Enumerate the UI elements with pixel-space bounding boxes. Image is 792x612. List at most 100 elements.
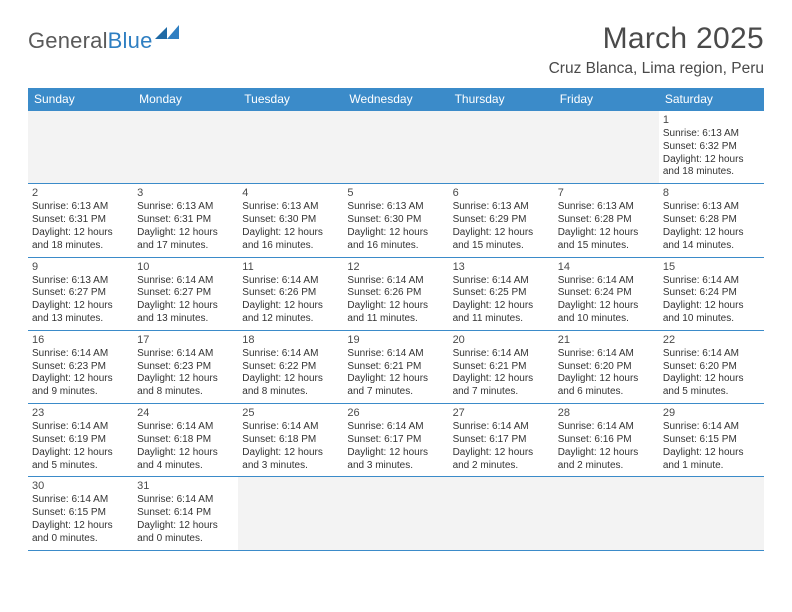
day-number: 11 [242,260,339,274]
daylight2-text: and 6 minutes. [558,386,655,399]
daylight2-text: and 0 minutes. [32,533,129,546]
daylight2-text: and 7 minutes. [453,386,550,399]
sunrise-text: Sunrise: 6:14 AM [558,421,655,434]
daylight1-text: Daylight: 12 hours [663,373,760,386]
daylight1-text: Daylight: 12 hours [32,520,129,533]
sunrise-text: Sunrise: 6:14 AM [242,275,339,288]
day-cell: 6Sunrise: 6:13 AMSunset: 6:29 PMDaylight… [449,184,554,256]
sunrise-text: Sunrise: 6:13 AM [453,201,550,214]
daylight2-text: and 18 minutes. [32,240,129,253]
weekday-thu: Thursday [449,88,554,111]
sunset-text: Sunset: 6:31 PM [32,214,129,227]
day-cell: 5Sunrise: 6:13 AMSunset: 6:30 PMDaylight… [343,184,448,256]
daylight2-text: and 10 minutes. [663,313,760,326]
daylight2-text: and 16 minutes. [347,240,444,253]
daylight1-text: Daylight: 12 hours [347,300,444,313]
sunset-text: Sunset: 6:26 PM [242,287,339,300]
day-number: 14 [558,260,655,274]
daylight2-text: and 5 minutes. [32,460,129,473]
day-cell: 31Sunrise: 6:14 AMSunset: 6:14 PMDayligh… [133,477,238,549]
daylight1-text: Daylight: 12 hours [32,300,129,313]
day-number: 19 [347,333,444,347]
day-cell: 13Sunrise: 6:14 AMSunset: 6:25 PMDayligh… [449,258,554,330]
daylight2-text: and 2 minutes. [453,460,550,473]
daylight1-text: Daylight: 12 hours [347,373,444,386]
sunset-text: Sunset: 6:26 PM [347,287,444,300]
brand-text: GeneralBlue [28,28,153,54]
brand-logo: GeneralBlue [28,22,181,54]
title-block: March 2025 Cruz Blanca, Lima region, Per… [549,22,764,78]
sunrise-text: Sunrise: 6:14 AM [347,421,444,434]
sunset-text: Sunset: 6:24 PM [558,287,655,300]
sunrise-text: Sunrise: 6:14 AM [558,348,655,361]
day-number: 13 [453,260,550,274]
day-cell: 16Sunrise: 6:14 AMSunset: 6:23 PMDayligh… [28,331,133,403]
sunset-text: Sunset: 6:25 PM [453,287,550,300]
daylight2-text: and 12 minutes. [242,313,339,326]
daylight1-text: Daylight: 12 hours [558,373,655,386]
week-row: 9Sunrise: 6:13 AMSunset: 6:27 PMDaylight… [28,258,764,331]
day-cell: 22Sunrise: 6:14 AMSunset: 6:20 PMDayligh… [659,331,764,403]
sunset-text: Sunset: 6:31 PM [137,214,234,227]
sunset-text: Sunset: 6:27 PM [32,287,129,300]
day-number: 21 [558,333,655,347]
sunrise-text: Sunrise: 6:14 AM [137,494,234,507]
day-cell: 7Sunrise: 6:13 AMSunset: 6:28 PMDaylight… [554,184,659,256]
brand-word-2: Blue [108,28,153,53]
daylight2-text: and 15 minutes. [453,240,550,253]
day-number: 7 [558,186,655,200]
day-cell: 17Sunrise: 6:14 AMSunset: 6:23 PMDayligh… [133,331,238,403]
week-row: 30Sunrise: 6:14 AMSunset: 6:15 PMDayligh… [28,477,764,550]
daylight2-text: and 4 minutes. [137,460,234,473]
sunrise-text: Sunrise: 6:14 AM [453,348,550,361]
day-cell: 12Sunrise: 6:14 AMSunset: 6:26 PMDayligh… [343,258,448,330]
daylight1-text: Daylight: 12 hours [137,447,234,460]
weekday-header: Sunday Monday Tuesday Wednesday Thursday… [28,88,764,111]
day-cell: 19Sunrise: 6:14 AMSunset: 6:21 PMDayligh… [343,331,448,403]
day-number: 26 [347,406,444,420]
daylight2-text: and 9 minutes. [32,386,129,399]
day-cell: 11Sunrise: 6:14 AMSunset: 6:26 PMDayligh… [238,258,343,330]
day-number: 28 [558,406,655,420]
daylight2-text: and 8 minutes. [137,386,234,399]
sunset-text: Sunset: 6:24 PM [663,287,760,300]
weekday-tue: Tuesday [238,88,343,111]
day-number: 24 [137,406,234,420]
day-cell: 10Sunrise: 6:14 AMSunset: 6:27 PMDayligh… [133,258,238,330]
sunset-text: Sunset: 6:22 PM [242,361,339,374]
day-cell: 15Sunrise: 6:14 AMSunset: 6:24 PMDayligh… [659,258,764,330]
empty-cell [28,111,133,183]
day-cell: 14Sunrise: 6:14 AMSunset: 6:24 PMDayligh… [554,258,659,330]
daylight1-text: Daylight: 12 hours [347,227,444,240]
sunrise-text: Sunrise: 6:13 AM [32,275,129,288]
day-cell: 3Sunrise: 6:13 AMSunset: 6:31 PMDaylight… [133,184,238,256]
daylight2-text: and 7 minutes. [347,386,444,399]
sunrise-text: Sunrise: 6:14 AM [242,421,339,434]
daylight1-text: Daylight: 12 hours [32,227,129,240]
day-cell: 20Sunrise: 6:14 AMSunset: 6:21 PMDayligh… [449,331,554,403]
daylight1-text: Daylight: 12 hours [347,447,444,460]
day-number: 6 [453,186,550,200]
sunset-text: Sunset: 6:21 PM [453,361,550,374]
week-row: 2Sunrise: 6:13 AMSunset: 6:31 PMDaylight… [28,184,764,257]
daylight2-text: and 10 minutes. [558,313,655,326]
daylight1-text: Daylight: 12 hours [242,227,339,240]
empty-cell [343,477,448,549]
empty-cell [554,111,659,183]
sunset-text: Sunset: 6:18 PM [242,434,339,447]
daylight1-text: Daylight: 12 hours [32,447,129,460]
day-number: 4 [242,186,339,200]
day-number: 23 [32,406,129,420]
sunrise-text: Sunrise: 6:13 AM [663,128,760,141]
day-number: 15 [663,260,760,274]
sunset-text: Sunset: 6:21 PM [347,361,444,374]
daylight1-text: Daylight: 12 hours [32,373,129,386]
sunrise-text: Sunrise: 6:14 AM [32,421,129,434]
empty-cell [554,477,659,549]
week-row: 1Sunrise: 6:13 AMSunset: 6:32 PMDaylight… [28,111,764,184]
daylight1-text: Daylight: 12 hours [663,447,760,460]
day-cell: 23Sunrise: 6:14 AMSunset: 6:19 PMDayligh… [28,404,133,476]
sunrise-text: Sunrise: 6:14 AM [137,348,234,361]
daylight1-text: Daylight: 12 hours [558,300,655,313]
sunrise-text: Sunrise: 6:14 AM [453,421,550,434]
